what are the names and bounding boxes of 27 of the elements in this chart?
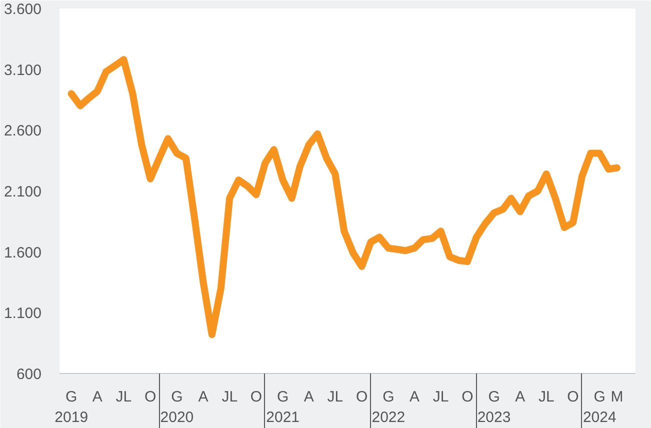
x-tick-label: JL xyxy=(327,388,344,406)
y-tick-label: 1.600 xyxy=(4,244,42,262)
x-tick-label: G 2023 xyxy=(477,388,511,426)
y-tick-label: 1.100 xyxy=(4,305,42,322)
y-tick-label: 3.100 xyxy=(4,62,42,79)
y-tick-label: 600 xyxy=(16,366,42,383)
x-tick-label: O xyxy=(462,388,474,406)
x-tick-label: A xyxy=(92,388,102,406)
x-tick-label: O xyxy=(144,388,156,406)
x-tick-label: O xyxy=(250,388,262,406)
x-tick-label: A xyxy=(409,388,420,406)
x-tick-label: G 2021 xyxy=(266,388,300,426)
x-tick-label: JL xyxy=(432,388,449,406)
x-tick-label: G 2020 xyxy=(160,388,194,426)
x-tick-label: O xyxy=(567,388,579,406)
x-tick-label: O xyxy=(356,388,368,406)
x-tick-label: A xyxy=(515,388,526,406)
y-tick-label: 3.600 xyxy=(4,1,42,18)
x-tick-label: G 2019 xyxy=(54,388,88,426)
y-tick-label: 2.100 xyxy=(4,184,42,200)
x-tick-label: JL xyxy=(538,388,554,406)
x-tick-label: A xyxy=(304,388,314,406)
y-tick-label: 2.600 xyxy=(4,122,42,140)
x-tick-label: JL xyxy=(222,388,238,406)
x-tick-label: A xyxy=(198,388,208,406)
x-tick-label: JL xyxy=(116,388,132,406)
x-tick-label: G 2022 xyxy=(372,388,406,426)
